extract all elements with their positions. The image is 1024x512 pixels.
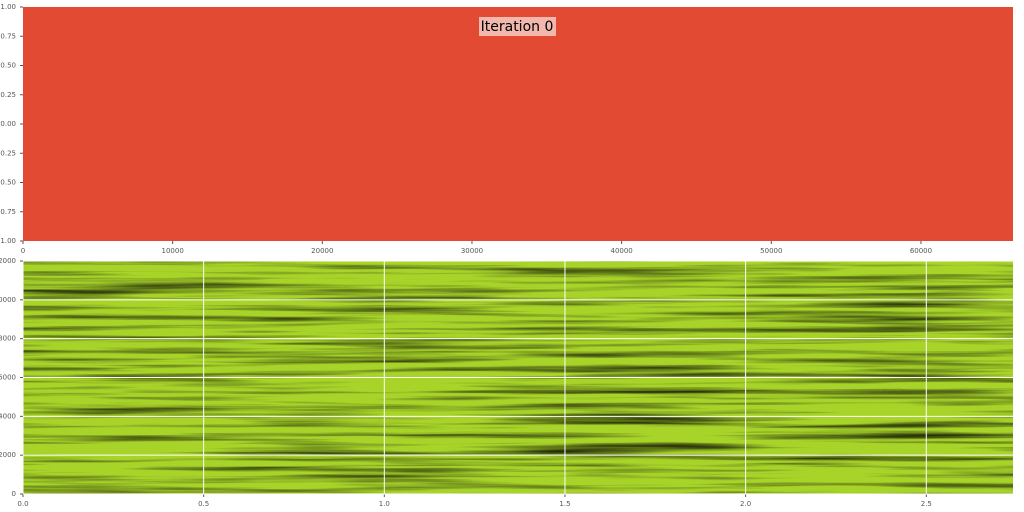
annotation-box [479,17,556,36]
x-tick-label: 30000 [461,247,483,255]
y-tick-label: 0.00 [0,120,16,128]
y-tick-label: 1.00 [0,3,16,11]
y-tick-label: 0.50 [0,62,16,70]
y-tick-label: 0.75 [0,32,16,40]
y-tick-label: -0.50 [0,179,16,187]
y-tick-label: 0 [12,490,16,498]
x-tick-label: 60000 [910,247,932,255]
x-tick-label: 2.5 [921,500,932,508]
y-tick-label: -0.25 [0,149,16,157]
x-tick-label: 50000 [760,247,782,255]
y-tick-label: 4000 [0,412,16,420]
x-tick-label: 0.0 [17,500,28,508]
y-tick-label: 10000 [0,296,16,304]
spectrogram-axes: 0.0 0.5 1.0 1.5 2.0 2.5 0 2000 4000 6000 8000 10000… [0,257,1013,508]
waveform-fill [23,7,1013,241]
y-tick-label: 0.25 [0,91,16,99]
x-tick-label: 1.5 [559,500,570,508]
x-tick-label: 2.0 [740,500,751,508]
y-tick-label: 12000 [0,257,16,265]
y-tick-label: 6000 [0,374,16,382]
waveform-axes: 0 10000 20000 30000 40000 50000 60000 1.00 0.75 0… [0,3,1013,255]
y-tick-label: 8000 [0,335,16,343]
x-tick-label: 10000 [162,247,184,255]
y-tick-label: -1.00 [0,237,16,245]
y-tick-label: -0.75 [0,208,16,216]
x-tick-label: 1.0 [379,500,390,508]
x-tick-label: 0 [21,247,25,255]
y-tick-label: 2000 [0,451,16,459]
x-tick-label: 40000 [610,247,632,255]
x-tick-label: 20000 [311,247,333,255]
annotation: Iteration 0 [481,19,554,35]
x-tick-label: 0.5 [198,500,209,508]
